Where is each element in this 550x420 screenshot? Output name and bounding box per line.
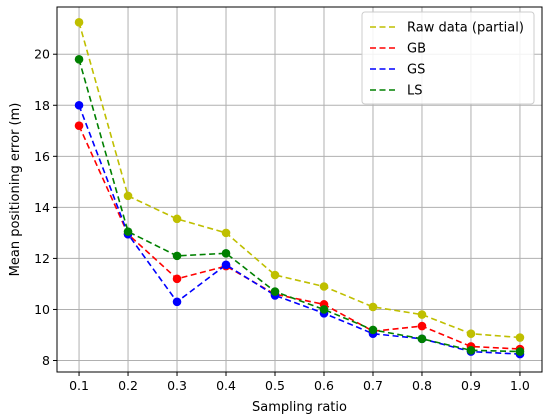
x-tick-label: 0.3 [167,378,187,393]
legend-box [361,11,535,105]
data-point [515,333,525,342]
y-tick-label: 10 [34,302,50,317]
legend-label: Raw data (partial) [407,21,524,36]
y-axis-label: Mean positioning error (m) [8,103,23,277]
data-point [221,228,231,238]
x-tick-label: 0.1 [69,378,89,393]
y-tick-label: 18 [34,98,50,113]
series-ls [74,55,525,356]
data-point [515,347,525,356]
data-point [466,329,476,339]
data-point [221,260,231,270]
data-point [172,214,182,224]
y-tick-label: 8 [42,353,50,368]
axis-ticks: 0.1 0.2 0.3 0.4 0.5 0.6 0.7 0.8 0.9 1.0 8 10 12 14 16 1… [34,47,530,393]
x-tick-label: 0.6 [314,378,334,393]
data-point [172,251,182,261]
x-tick-label: 0.4 [216,378,236,393]
x-tick-label: 1.0 [510,378,530,393]
y-tick-label: 14 [34,200,50,215]
data-point [74,121,84,130]
series-layer [74,18,525,359]
legend: Raw data (partial) GB GS LS [361,11,535,105]
data-point [417,310,427,319]
y-tick-label: 20 [34,47,50,62]
data-point [368,325,378,335]
data-point [270,287,280,296]
y-tick-label: 16 [34,149,50,164]
series-raw-data-partial [74,18,525,342]
data-point [74,100,84,110]
data-point [417,334,427,344]
grid [57,7,542,372]
data-point [417,321,427,331]
data-point [123,191,133,201]
data-point [221,249,231,258]
legend-label: LS [407,84,423,99]
data-point [172,274,182,284]
x-tick-label: 0.8 [412,378,432,393]
legend-item: GB [370,42,426,57]
x-tick-label: 0.2 [118,378,138,393]
x-tick-label: 0.9 [461,378,481,393]
data-point [74,18,84,27]
x-tick-label: 0.5 [265,378,285,393]
series-gs [74,100,525,359]
data-point [319,282,329,291]
series-line [78,125,521,350]
x-axis-label: Sampling ratio [252,400,347,415]
legend-label: GB [407,42,426,57]
data-point [172,297,182,307]
legend-label: GS [407,63,425,78]
series-line [78,59,521,353]
plot-frame [56,6,543,373]
data-point [466,346,476,355]
legend-item: GS [370,63,425,78]
data-point [74,55,84,64]
x-tick-label: 0.7 [363,378,383,393]
series-line [78,22,521,339]
legend-item: LS [370,84,423,99]
data-point [319,305,329,314]
data-point [123,227,133,236]
data-point [270,270,280,280]
legend-item: Raw data (partial) [370,21,524,36]
series-line [78,105,521,355]
y-tick-label: 12 [34,251,50,266]
data-point [368,302,378,312]
